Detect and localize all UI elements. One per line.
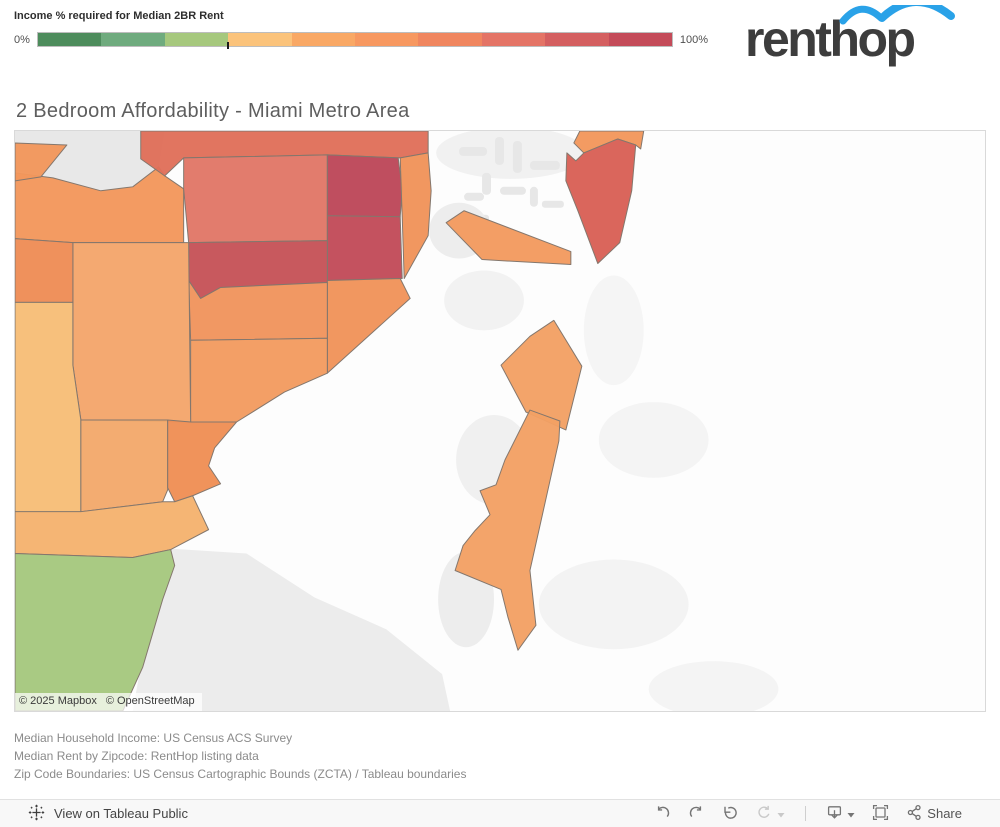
map-region-crimson-east[interactable] [326,215,403,281]
basemap-patch [436,131,586,179]
basemap-patch [132,547,451,711]
map-region-salmon-mid[interactable] [183,154,328,244]
map-region-crimson-ne[interactable] [326,154,403,218]
legend-tick-marker [227,42,230,49]
map-region-west-col[interactable] [15,238,74,303]
legend-max-label: 100% [679,33,709,46]
legend-segment [164,33,229,46]
basemap-patch [444,270,524,331]
map-canvas[interactable] [15,131,985,711]
source-note-boundaries: Zip Code Boundaries: US Census Cartograp… [14,767,467,781]
tableau-logo-icon [28,804,45,824]
map-region-beach-red[interactable] [565,138,637,265]
source-note-income: Median Household Income: US Census ACS S… [14,731,293,745]
map-region-nw-triangle[interactable] [15,142,68,182]
map-region-gables-south[interactable] [80,419,169,513]
replay-button[interactable] [722,804,739,824]
legend-segment [354,33,419,46]
share-icon [906,804,923,824]
legend-color-ramp [36,32,673,49]
legend-segment [608,33,672,46]
map-region-green-southwest[interactable] [15,549,176,711]
basemap-patch [512,140,522,173]
choropleth-layer[interactable] [15,131,645,711]
redo-icon [688,804,705,824]
map-container[interactable]: © 2025 Mapbox © OpenStreetMap [14,130,986,712]
mapbox-attribution-link[interactable]: © 2025 Mapbox [19,695,97,707]
replay-icon [722,804,739,824]
viz-title: 2 Bedroom Affordability - Miami Metro Ar… [16,100,410,122]
renthop-logo: renthop [744,0,956,69]
legend-title: Income % required for Median 2BR Rent [14,10,224,22]
basemap-patch [541,200,564,208]
basemap-patch [529,160,560,170]
refresh-button[interactable] [756,804,785,824]
download-button[interactable] [826,804,855,824]
renthop-logo-text: renthop [745,11,915,67]
view-on-tableau-public-label: View on Tableau Public [54,806,188,821]
basemap-patch [495,136,504,165]
map-region-venetian-wedge[interactable] [445,210,572,266]
osm-attribution-link[interactable]: © OpenStreetMap [105,695,195,707]
toolbar-divider [805,806,807,821]
basemap-patch [583,275,644,386]
map-region-grove-north[interactable] [167,419,238,503]
legend-segment [418,33,482,46]
map-region-havana-lower[interactable] [190,337,328,423]
undo-icon [654,804,671,824]
map-attribution: © 2025 Mapbox © OpenStreetMap [15,693,202,711]
legend-segment [291,33,355,46]
map-region-gables-block[interactable] [72,242,192,423]
legend-segment [228,33,292,46]
map-region-key-biscayne[interactable] [454,409,561,651]
view-on-tableau-public-link[interactable]: View on Tableau Public [28,804,188,824]
basemap-patch [500,186,526,195]
basemap-patch [482,172,492,195]
map-region-brickell[interactable] [326,277,411,374]
fullscreen-button[interactable] [872,804,889,824]
legend-segment [545,33,609,46]
logo-hop-arc-small [839,5,885,25]
dashboard-header: Income % required for Median 2BR Rent 0%… [0,0,1000,88]
undo-button[interactable] [654,804,671,824]
share-button[interactable]: Share [906,804,962,824]
tableau-toolbar: View on Tableau Public [0,799,1000,827]
legend-segment [481,33,546,46]
map-region-virginia-key[interactable] [500,319,583,431]
legend-min-label: 0% [14,33,30,46]
fullscreen-icon [872,804,889,824]
basemap-patch [459,146,488,156]
basemap-patch [464,192,485,201]
share-label: Share [927,806,962,821]
legend-segment [101,33,165,46]
basemap-patch [648,661,779,711]
map-region-peach-col[interactable] [15,301,82,513]
basemap-patch [598,402,709,478]
basemap-patch [538,559,689,650]
download-dropdown-caret-icon [847,806,855,821]
legend-segment [37,33,102,46]
map-region-edgewater-strip[interactable] [399,152,432,279]
toolbar-actions: Share [654,804,962,824]
source-note-rent: Median Rent by Zipcode: RentHop listing … [14,749,259,763]
download-icon [826,804,843,824]
refresh-icon [756,804,773,824]
refresh-dropdown-caret-icon [777,806,785,821]
color-legend: Income % required for Median 2BR Rent 0%… [14,10,714,49]
source-notes: Median Household Income: US Census ACS S… [14,729,466,783]
basemap-patch [529,186,538,207]
redo-button[interactable] [688,804,705,824]
